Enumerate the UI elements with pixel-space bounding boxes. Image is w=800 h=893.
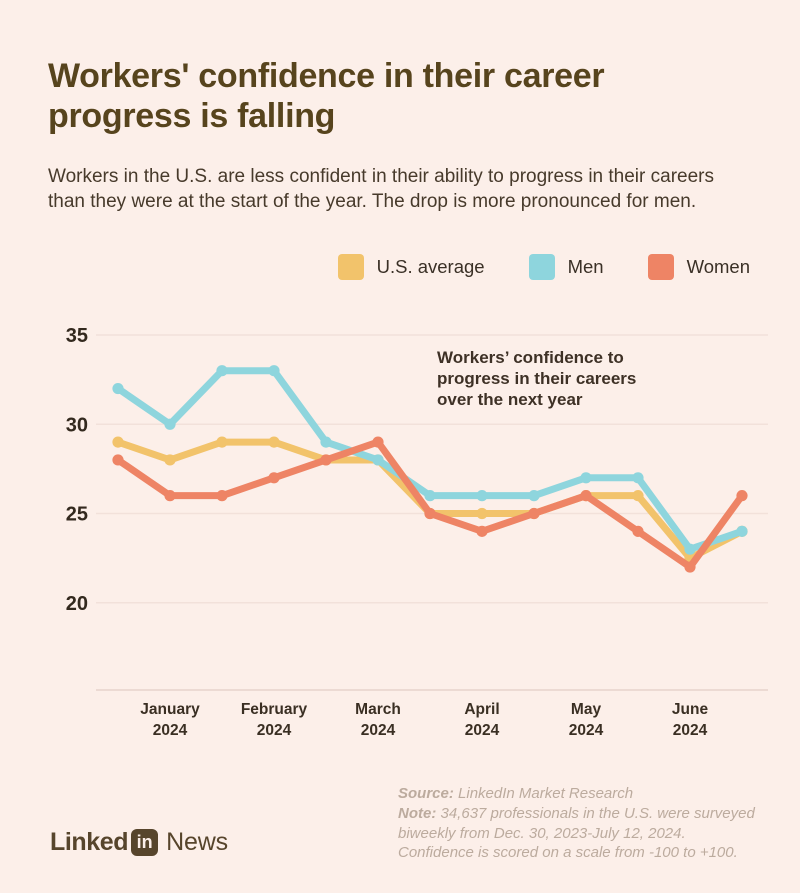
x-axis-year-label: 2024	[465, 722, 500, 739]
data-point	[268, 436, 280, 448]
data-point	[164, 418, 176, 430]
source-text: LinkedIn Market Research	[453, 785, 634, 802]
linkedin-news-logo: Linked in News	[50, 828, 228, 857]
data-point	[112, 436, 124, 448]
data-point	[164, 490, 176, 502]
data-point	[632, 490, 644, 502]
data-point	[268, 365, 280, 377]
data-point	[476, 525, 488, 537]
legend-swatch-icon	[528, 254, 555, 280]
data-point	[736, 525, 748, 537]
data-point	[684, 561, 696, 573]
y-axis-tick-label: 20	[66, 593, 88, 615]
data-point	[112, 382, 124, 395]
data-point	[632, 472, 644, 484]
x-axis-year-label: 2024	[673, 722, 708, 739]
data-point	[632, 525, 644, 537]
data-point	[476, 507, 488, 520]
note-label: Note:	[398, 804, 437, 822]
chart-legend: U.S. average Men Women	[0, 254, 750, 280]
page-title: Workers' confidence in their career prog…	[48, 56, 605, 135]
linkedin-in-icon: in	[131, 829, 159, 856]
note-text: 34,637 professionals in the U.S. were su…	[398, 804, 755, 862]
confidence-line-chart: 35 30 25 20 January 2024 February 2024 March 2024…	[66, 325, 768, 739]
legend-swatch-icon	[647, 254, 674, 280]
y-axis-tick-label: 25	[66, 504, 88, 526]
legend-label: U.S. average	[376, 256, 485, 277]
data-point	[580, 472, 592, 484]
data-point	[580, 490, 592, 502]
y-axis-tick-label: 30	[66, 414, 88, 436]
x-axis-month-label: June	[672, 701, 709, 718]
data-point	[320, 436, 332, 448]
x-axis-month-label: April	[464, 701, 499, 718]
data-point	[216, 490, 228, 502]
x-axis-year-label: 2024	[257, 722, 292, 739]
x-axis-year-label: 2024	[153, 722, 188, 739]
data-point	[164, 454, 176, 466]
x-axis-month-label: May	[571, 701, 602, 718]
x-axis-month-label: February	[241, 701, 308, 718]
source-note: Source: LinkedIn Market Research Note: 3…	[398, 784, 760, 863]
data-point	[528, 490, 540, 502]
series-line-men	[114, 367, 746, 553]
data-point	[424, 490, 436, 502]
data-point	[424, 507, 436, 520]
legend-item-women: Women	[647, 254, 750, 280]
x-axis-month-label: January	[140, 701, 200, 718]
y-axis-tick-label: 35	[66, 325, 88, 347]
source-label: Source:	[398, 785, 454, 802]
data-point	[684, 543, 696, 555]
chart-annotation: Workers’ confidence to progress in their…	[437, 348, 637, 409]
legend-label: Men	[567, 256, 604, 277]
logo-news-text: News	[166, 828, 228, 856]
data-point	[736, 490, 748, 502]
data-point	[320, 454, 332, 466]
legend-item-men: Men	[528, 254, 604, 280]
page-subtitle: Workers in the U.S. are less confident i…	[48, 166, 714, 212]
x-axis-month-label: March	[355, 701, 401, 718]
data-point	[216, 436, 228, 448]
legend-item-u-s-average: U.S. average	[337, 254, 485, 280]
x-axis-year-label: 2024	[569, 722, 604, 739]
data-point	[216, 365, 228, 377]
x-axis-year-label: 2024	[361, 722, 396, 739]
data-point	[528, 507, 540, 520]
data-point	[476, 490, 488, 502]
logo-linked-text: Linked	[50, 828, 129, 856]
legend-label: Women	[686, 256, 750, 277]
data-point	[268, 472, 280, 484]
data-point	[372, 454, 384, 466]
legend-swatch-icon	[337, 254, 364, 280]
data-point	[112, 454, 124, 466]
data-point	[372, 436, 384, 448]
